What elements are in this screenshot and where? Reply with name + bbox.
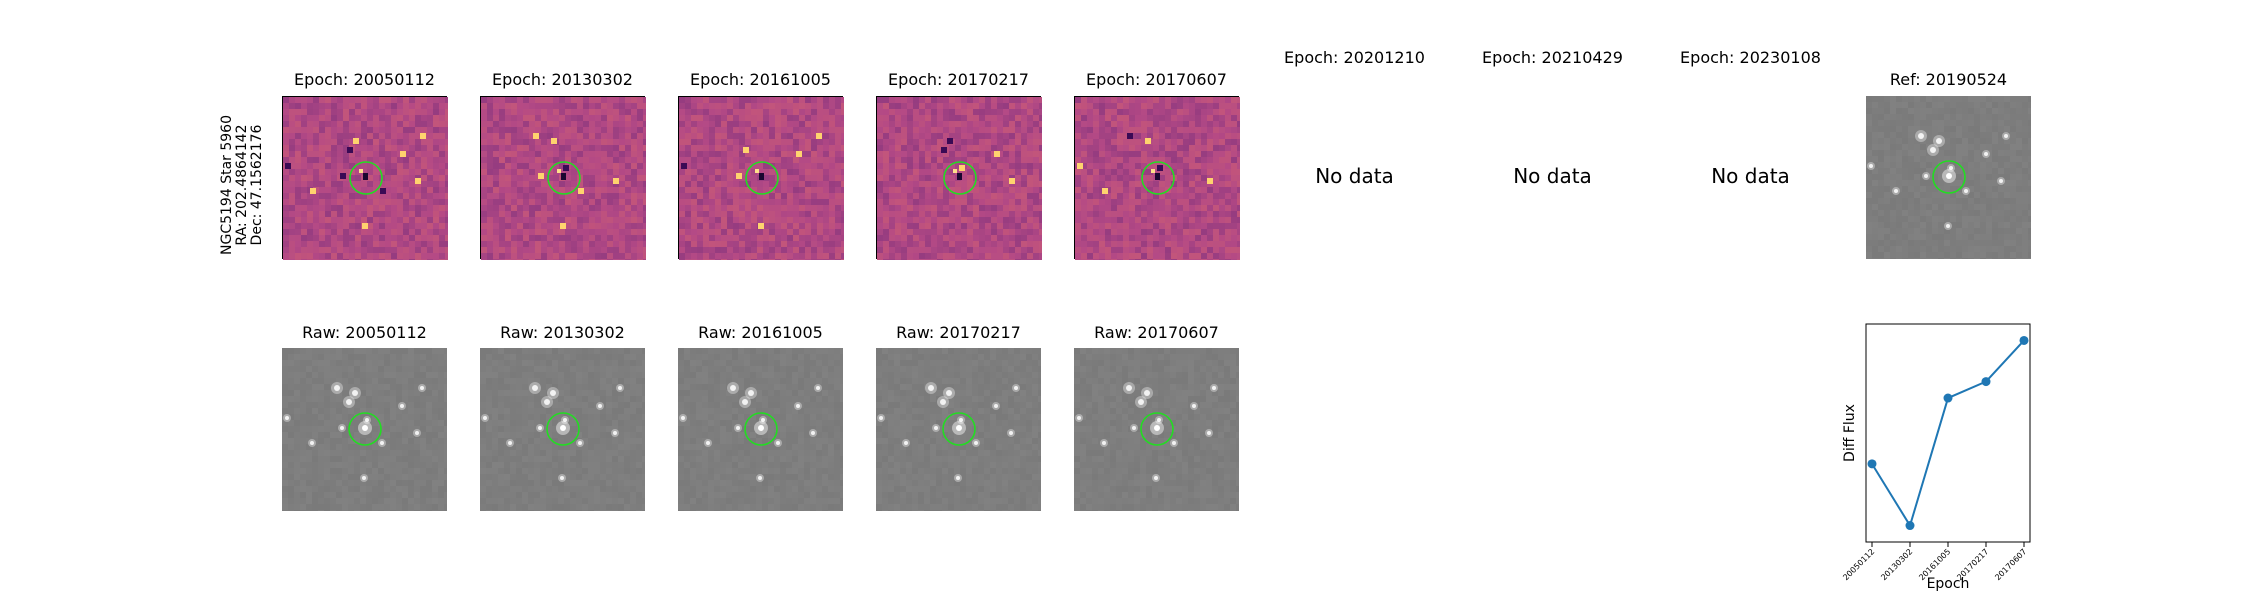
diff-image-4 <box>876 96 1042 260</box>
raw-image-1 <box>282 348 447 511</box>
data-point <box>1867 459 1877 469</box>
data-point <box>1981 377 1991 387</box>
diff-title-3: Epoch: 20161005 <box>690 70 831 89</box>
raw-title-3: Raw: 20161005 <box>698 323 823 342</box>
light-curve-svg: 20050112 20130302 20161005 20170217 20170607… <box>1841 323 2031 592</box>
series-line <box>1871 339 2025 528</box>
plot-frame <box>1865 323 2031 543</box>
y-axis-label: Diff Flux <box>1842 404 1858 462</box>
raw-image-2 <box>480 348 645 511</box>
raw-title-2: Raw: 20130302 <box>500 323 625 342</box>
star-dec: Dec: 47.1562176 <box>249 124 265 246</box>
raw-title-1: Raw: 20050112 <box>302 323 427 342</box>
data-point <box>2019 335 2029 345</box>
raw-image-5 <box>1074 348 1239 511</box>
raw-image-3 <box>678 348 843 511</box>
no-data-label-2: No data <box>1513 164 1592 188</box>
diff-title-4: Epoch: 20170217 <box>888 70 1029 89</box>
diff-image-2 <box>480 96 646 260</box>
x-tick-label: 20170607 <box>1993 547 2028 582</box>
missing-title-2: Epoch: 20210429 <box>1482 48 1623 67</box>
star-ra: RA: 202.4864142 <box>234 124 250 246</box>
diff-title-5: Epoch: 20170607 <box>1086 70 1227 89</box>
missing-title-3: Epoch: 20230108 <box>1680 48 1821 67</box>
ref-title: Ref: 20190524 <box>1889 70 2008 89</box>
diff-image-1 <box>282 96 448 260</box>
raw-title-4: Raw: 20170217 <box>896 323 1021 342</box>
diff-title-2: Epoch: 20130302 <box>492 70 633 89</box>
data-point <box>1943 393 1953 403</box>
missing-title-1: Epoch: 20201210 <box>1284 48 1425 67</box>
data-point <box>1905 521 1915 531</box>
diff-image-3 <box>678 96 844 260</box>
raw-title-5: Raw: 20170607 <box>1094 323 1219 342</box>
star-info-label: NGC5194 Star 5960 RA: 202.4864142 Dec: 4… <box>219 105 280 265</box>
x-tick-label: 20130302 <box>1879 547 1914 582</box>
x-axis-label: Epoch <box>1927 576 1970 592</box>
no-data-label-3: No data <box>1711 164 1790 188</box>
ref-image <box>1866 96 2031 259</box>
x-tick-label: 20050112 <box>1841 547 1876 582</box>
no-data-label-1: No data <box>1315 164 1394 188</box>
diff-image-5 <box>1074 96 1240 260</box>
star-name: NGC5194 Star 5960 <box>219 115 235 255</box>
light-curve-chart: 20050112 20130302 20161005 20170217 20170607… <box>1841 323 2031 592</box>
diff-title-1: Epoch: 20050112 <box>294 70 435 89</box>
raw-image-4 <box>876 348 1041 511</box>
